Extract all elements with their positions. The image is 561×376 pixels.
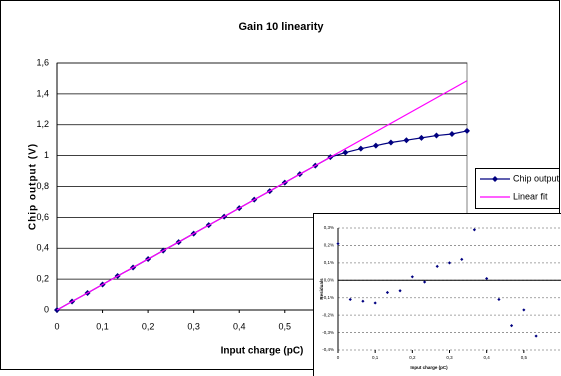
y-tick-label: 0,3% <box>324 225 334 230</box>
y-tick-label: -0,1% <box>322 295 334 300</box>
y-tick-label: 0 <box>44 304 49 314</box>
marker <box>509 324 514 328</box>
y-tick-label: 0,8 <box>36 181 49 191</box>
marker <box>433 132 440 139</box>
marker <box>485 276 489 281</box>
legend-label: Chip output <box>513 173 560 183</box>
x-tick-label: 0,1 <box>372 355 379 360</box>
y-tick-label: 0,4 <box>36 243 49 253</box>
marker <box>418 134 425 141</box>
y-tick-label: 1,4 <box>36 88 49 98</box>
marker <box>435 264 439 268</box>
marker <box>398 289 402 293</box>
marker <box>373 301 377 305</box>
inset-border <box>313 213 561 376</box>
y-axis-label: Residuals <box>319 278 324 300</box>
y-axis-label: Chip output (V) <box>28 143 39 230</box>
chart-title: Gain 10 linearity <box>239 21 325 33</box>
x-axis-label: Input charge (pC) <box>410 365 448 370</box>
y-tick-label: 0,0% <box>324 277 334 282</box>
x-tick-label: 0 <box>54 321 59 331</box>
marker <box>361 299 365 303</box>
y-tick-label: 1,6 <box>36 57 49 67</box>
y-tick-label: 0,1% <box>324 260 334 265</box>
x-tick-label: 0,3 <box>187 321 200 331</box>
marker <box>422 280 427 284</box>
y-tick-label: 0,2 <box>36 274 49 284</box>
marker <box>497 297 501 302</box>
marker <box>534 334 538 338</box>
y-tick-label: 0,2% <box>324 243 334 248</box>
y-tick-label: 1,2 <box>36 119 49 129</box>
y-tick-label: 1 <box>44 150 49 160</box>
y-tick-label: -0,2% <box>322 312 334 317</box>
marker <box>447 261 452 265</box>
marker <box>348 297 352 302</box>
x-tick-label: 0,4 <box>484 355 491 360</box>
marker <box>342 149 349 156</box>
x-tick-label: 0 <box>337 355 340 360</box>
legend-box <box>475 168 560 209</box>
x-tick-label: 0,1 <box>96 321 109 331</box>
marker <box>357 145 364 152</box>
x-tick-label: 0,2 <box>142 321 155 331</box>
series-line <box>56 80 468 311</box>
legend-marker <box>492 176 498 182</box>
marker <box>522 308 526 312</box>
marker <box>387 139 394 146</box>
x-tick-label: 0,5 <box>521 355 528 360</box>
x-tick-label: 0,3 <box>446 355 453 360</box>
y-tick-label: -0,4% <box>322 347 334 352</box>
y-tick-label: 0,6 <box>36 212 49 222</box>
x-axis-label: Input charge (pC) <box>221 346 304 357</box>
marker <box>372 142 379 149</box>
x-tick-label: 0,2 <box>409 355 416 360</box>
marker <box>410 275 414 279</box>
marker <box>460 257 464 261</box>
legend-label: Linear fit <box>513 191 548 201</box>
marker <box>472 228 477 232</box>
marker <box>385 290 390 295</box>
marker <box>336 242 340 246</box>
x-tick-label: 0,4 <box>233 321 246 331</box>
x-tick-label: 0,5 <box>279 321 292 331</box>
y-tick-label: -0,3% <box>322 330 334 335</box>
marker <box>464 127 470 134</box>
marker <box>403 137 410 144</box>
marker <box>448 131 455 138</box>
